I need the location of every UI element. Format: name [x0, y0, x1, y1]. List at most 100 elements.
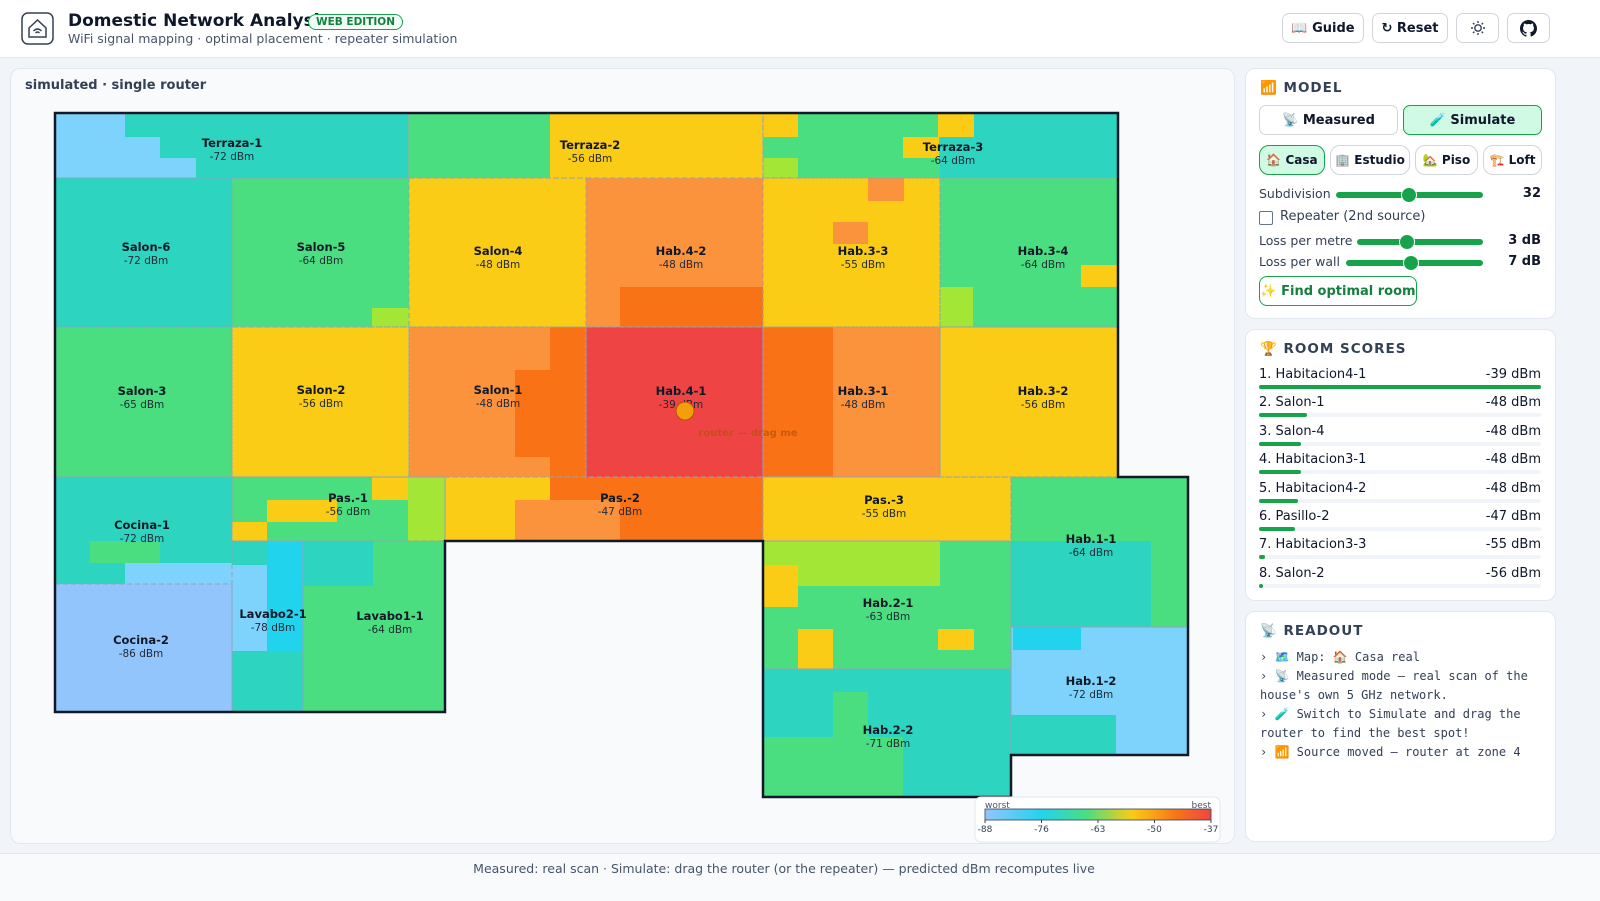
find-optimal-button[interactable]: ✨ Find optimal room	[1259, 276, 1417, 306]
footer-text: Measured: real scan · Simulate: drag the…	[473, 861, 1095, 876]
slider-thumb[interactable]	[1401, 187, 1417, 203]
layout-button[interactable]: 🏗️ Loft	[1483, 145, 1542, 175]
heat-patch	[515, 500, 620, 541]
room-name: Salon-5	[297, 240, 346, 254]
room-name: Lavabo1-1	[356, 609, 423, 623]
heat-patch	[833, 222, 868, 244]
router[interactable]	[675, 401, 695, 421]
room-signal: -72 dBm	[210, 151, 255, 163]
edition-badge: WEB EDITION	[308, 14, 403, 30]
github-icon	[1520, 19, 1537, 37]
room-name: Hab.4-2	[656, 244, 707, 258]
score-value: -48 dBm	[1485, 452, 1541, 468]
legend-tick-label: -88	[978, 825, 993, 835]
header: Domestic Network Analysis WEB EDITION Wi…	[0, 0, 1600, 58]
room-name: Hab.3-4	[1018, 244, 1069, 258]
heat-patch	[940, 287, 973, 327]
score-room: 6. Pasillo-2	[1259, 509, 1330, 524]
repeater-checkbox[interactable]	[1259, 211, 1273, 225]
room-signal: -47 dBm	[598, 506, 643, 518]
layout-button[interactable]: 🏢 Estudio	[1330, 145, 1410, 175]
legend-best: best	[1192, 801, 1212, 811]
score-track	[1259, 583, 1541, 588]
app-subtitle: WiFi signal mapping · optimal placement …	[68, 31, 458, 46]
loss-metre-value: 3 dB	[1508, 233, 1541, 248]
score-track	[1259, 470, 1541, 475]
room-signal: -48 dBm	[841, 399, 886, 411]
readout-panel: 📡 READOUT › 🗺️ Map: 🏠 Casa real › 📡 Measu…	[1245, 611, 1556, 842]
room-area	[409, 178, 586, 327]
heat-patch	[303, 541, 373, 586]
room-name: Hab.3-1	[838, 384, 889, 398]
guide-button[interactable]: 📖 Guide	[1282, 13, 1364, 43]
heat-patch	[232, 565, 267, 651]
room-signal: -72 dBm	[120, 533, 165, 545]
room-signal: -64 dBm	[299, 255, 344, 267]
score-value: -48 dBm	[1485, 423, 1541, 439]
heat-patch	[903, 137, 939, 158]
layout-button[interactable]: 🏡 Piso	[1415, 145, 1478, 175]
room-signal: -55 dBm	[862, 508, 907, 520]
sun-icon	[1470, 21, 1485, 35]
legend-tick-label: -50	[1147, 825, 1162, 835]
model-title: 📶 MODEL	[1260, 80, 1343, 96]
measured-button[interactable]: 📡 Measured	[1259, 105, 1398, 135]
legend: worst best -88 -76 -63 -50 -37	[974, 796, 1221, 843]
loss-metre-slider[interactable]	[1357, 239, 1483, 245]
heat-patch	[868, 178, 904, 201]
score-track	[1259, 441, 1541, 446]
heat-patch	[1011, 541, 1151, 627]
theme-button[interactable]	[1456, 13, 1499, 43]
room-name: Salon-2	[297, 383, 346, 397]
heat-patch	[763, 565, 798, 607]
room-area	[763, 178, 940, 327]
heat-patch	[550, 327, 586, 477]
room-area	[232, 327, 409, 477]
loss-wall-label: Loss per wall	[1259, 254, 1340, 269]
reset-button[interactable]: ↻ Reset	[1372, 13, 1448, 43]
simulate-button[interactable]: 🧪 Simulate	[1403, 105, 1542, 135]
score-bar	[1259, 583, 1263, 588]
room-signal: -63 dBm	[866, 611, 911, 623]
heat-patch	[1011, 715, 1116, 755]
heat-patch	[763, 737, 903, 797]
room-name: Terraza-1	[202, 136, 262, 150]
legend-gradient	[984, 808, 1212, 821]
heat-patch	[763, 113, 798, 137]
score-track	[1259, 498, 1541, 503]
score-bar	[1259, 498, 1298, 503]
heat-patch	[763, 327, 833, 477]
slider-thumb[interactable]	[1399, 234, 1415, 250]
room-area	[586, 327, 763, 477]
room-name: Hab.3-3	[838, 244, 889, 258]
readout-log: › 🗺️ Map: 🏠 Casa real › 📡 Measured mode —…	[1260, 648, 1545, 762]
room-area	[763, 477, 1011, 541]
readout-line: › 🗺️ Map: 🏠 Casa real	[1260, 650, 1420, 664]
room-signal: -55 dBm	[841, 259, 886, 271]
heat-patch	[515, 370, 550, 457]
score-room: 3. Salon-4	[1259, 423, 1325, 439]
slider-thumb[interactable]	[1403, 255, 1419, 271]
score-value: -55 dBm	[1485, 537, 1541, 553]
legend-tick-label: -63	[1091, 825, 1106, 835]
logo	[21, 12, 54, 45]
room-signal: -72 dBm	[124, 255, 169, 267]
heat-patches	[55, 113, 1151, 797]
score-bar	[1259, 385, 1541, 389]
readout-line: › 📡 Measured mode — real scan of the hou…	[1260, 669, 1528, 702]
score-room: 7. Habitacion3-3	[1259, 537, 1367, 553]
room-signal: -64 dBm	[1069, 547, 1114, 559]
layout-button[interactable]: 🏠 Casa	[1259, 145, 1325, 175]
room-signal: -48 dBm	[476, 259, 521, 271]
heat-patch	[763, 158, 798, 178]
room-signal: -72 dBm	[1069, 689, 1114, 701]
room-name: Terraza-2	[560, 138, 620, 152]
heat-patch	[408, 477, 445, 541]
room-name: Terraza-3	[923, 140, 983, 154]
github-button[interactable]	[1507, 13, 1550, 43]
room-signal: -48 dBm	[476, 398, 521, 410]
heat-patch	[55, 113, 125, 178]
heat-patch	[90, 541, 160, 563]
score-room: 4. Habitacion3-1	[1259, 452, 1367, 468]
